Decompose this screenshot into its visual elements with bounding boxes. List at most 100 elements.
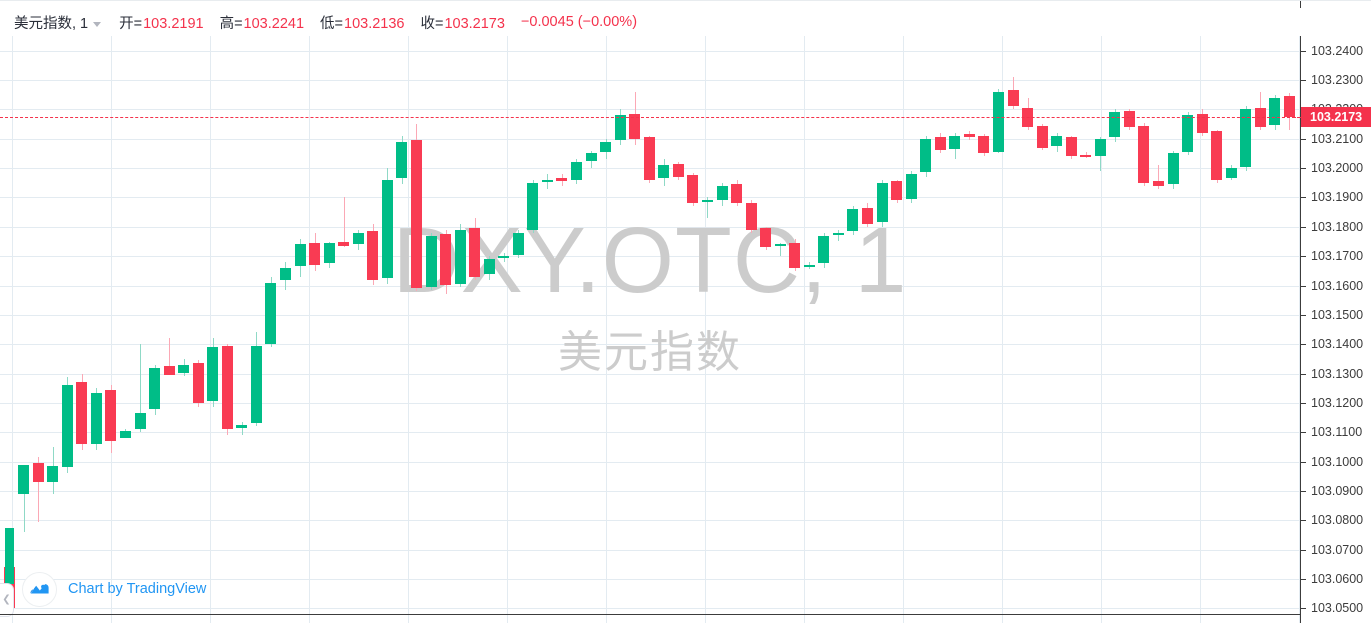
candle-body (1211, 131, 1223, 180)
candle-wick (344, 197, 345, 248)
candle-body (178, 364, 190, 374)
price-axis-tick: 103.0800 (1301, 512, 1371, 528)
candle-body (905, 173, 917, 199)
candle-wick (125, 429, 126, 433)
price-axis-label: 103.1600 (1311, 278, 1364, 293)
left-edge-marker (5, 528, 14, 584)
chevron-down-icon[interactable] (93, 21, 102, 27)
symbol-title[interactable]: 美元指数, 1 (14, 15, 89, 32)
ohlc-close: 收=103.2173 (420, 12, 504, 33)
close-value: 103.2173 (444, 15, 505, 32)
price-axis-label: 103.1500 (1311, 307, 1364, 322)
low-value: 103.2136 (344, 15, 405, 32)
gridline-horizontal (0, 432, 1300, 434)
candle-body (716, 185, 728, 201)
candle-body (367, 231, 379, 280)
price-axis-label: 103.0600 (1311, 572, 1364, 586)
gridline-horizontal (0, 226, 1300, 228)
price-axis-label: 103.1900 (1311, 190, 1364, 205)
change-value: −0.0045 (−0.00%) (520, 14, 638, 30)
price-axis-tick: 103.1100 (1301, 424, 1371, 440)
candle-body (585, 153, 597, 161)
candle-body (1036, 125, 1048, 148)
price-axis-tick: 103.2300 (1301, 72, 1371, 88)
candle-body (440, 234, 451, 286)
price-axis-tick: 103.2100 (1301, 131, 1371, 147)
candle-body (556, 178, 568, 182)
gridline-vertical (111, 36, 112, 623)
tick-dash (1301, 373, 1306, 375)
gridline-horizontal (0, 109, 1300, 111)
price-axis-label: 103.1400 (1311, 337, 1364, 352)
price-scale[interactable]: 103.2173 103.2400103.2300103.2200103.210… (1293, 0, 1371, 623)
price-axis-label: 103.2000 (1311, 161, 1364, 176)
candle-body (963, 134, 975, 138)
price-axis-tick: 103.1500 (1301, 307, 1371, 323)
candle-body (934, 137, 946, 151)
tick-dash (1301, 138, 1306, 140)
tick-dash (1301, 50, 1306, 52)
gridline-horizontal (0, 520, 1300, 522)
candle-body (192, 363, 204, 403)
candle-body (658, 165, 670, 179)
tick-dash (1301, 549, 1306, 551)
candle-body (32, 463, 44, 483)
tick-dash (1301, 579, 1306, 580)
candle-body (731, 184, 742, 204)
candle-body (992, 91, 1004, 152)
chart-plot-area[interactable] (0, 36, 1300, 623)
high-value: 103.2241 (243, 15, 305, 32)
tick-dash (1301, 285, 1306, 287)
tick-dash (1301, 402, 1306, 404)
candle-body (701, 200, 713, 203)
tick-dash (1301, 520, 1306, 522)
panel-collapse-button[interactable]: ❮ (0, 583, 14, 617)
candle-body (338, 241, 350, 246)
chevron-left-icon: ❮ (2, 594, 11, 605)
candle-body (207, 347, 219, 402)
candle-body (105, 389, 117, 442)
candle-body (541, 179, 553, 182)
candle-body (672, 163, 684, 177)
gridline-vertical (12, 36, 13, 623)
candle-body (629, 113, 641, 139)
candle-body (832, 232, 844, 235)
tradingview-attribution[interactable]: Chart by TradingView (22, 571, 207, 607)
price-axis-tick: 103.1300 (1301, 366, 1371, 382)
candle-body (818, 235, 830, 264)
gridline-vertical (705, 36, 706, 623)
price-axis-tick: 103.0500 (1301, 600, 1371, 616)
low-label: 低= (320, 15, 343, 32)
current-price-badge: 103.2173 (1301, 107, 1371, 128)
current-price-value: 103.2173 (1310, 110, 1363, 125)
gridline-horizontal (0, 373, 1300, 375)
candle-body (236, 424, 248, 428)
candle-body (1080, 154, 1092, 157)
tick-dash (1301, 432, 1306, 434)
candle-body (381, 179, 393, 279)
candle-body (614, 115, 626, 141)
candle-body (1182, 115, 1193, 152)
gridline-horizontal (0, 490, 1300, 492)
tick-dash (1301, 314, 1306, 316)
gridline-vertical (1299, 36, 1300, 623)
candle-body (745, 203, 757, 230)
candle-body (1123, 110, 1135, 127)
tradingview-attribution-label[interactable]: Chart by TradingView (68, 581, 207, 597)
candle-body (1153, 181, 1164, 186)
candle-body (323, 242, 335, 264)
candle-body (279, 267, 291, 280)
tick-dash (1301, 168, 1306, 170)
candle-body (1196, 113, 1208, 133)
gridline-vertical (804, 36, 805, 623)
price-axis-tick: 103.1200 (1301, 395, 1371, 411)
tick-dash (1301, 226, 1306, 228)
candle-body (425, 235, 437, 287)
candle-body (396, 141, 408, 179)
price-axis-tick: 103.2400 (1301, 43, 1371, 59)
price-axis-label: 103.1300 (1311, 366, 1364, 381)
gridline-horizontal (0, 344, 1300, 346)
tradingview-logo-icon (22, 571, 57, 607)
candle-wick (707, 197, 708, 218)
price-axis-label: 103.2100 (1311, 131, 1364, 146)
